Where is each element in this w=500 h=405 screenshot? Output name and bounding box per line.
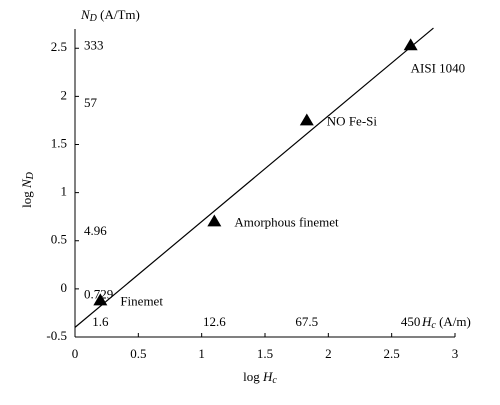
y-tick-label: 2 — [61, 87, 68, 102]
y2-tick-label: 0.729 — [84, 287, 113, 302]
y2-tick-label: 4.96 — [84, 223, 107, 238]
y2-tick-label: 57 — [84, 95, 98, 110]
point-label: Amorphous finemet — [234, 214, 339, 229]
x2-tick-label: 67.5 — [295, 314, 318, 329]
x2-axis-title: Hc (A/m) — [421, 314, 471, 331]
x-axis-title: log Hc — [243, 369, 277, 386]
x-tick-label: 0.5 — [130, 346, 146, 361]
y-tick-label: 0 — [61, 280, 68, 295]
fit-line — [74, 27, 434, 328]
marker — [93, 293, 108, 306]
point-label: NO Fe-Si — [327, 113, 378, 128]
y-tick-label: 0.5 — [51, 232, 67, 247]
x-tick-label: 1.5 — [257, 346, 273, 361]
y2-tick-label: 333 — [84, 37, 104, 52]
point-label: Finemet — [120, 293, 163, 308]
y-axis-title: log ND — [19, 171, 36, 208]
x-tick-label: 1 — [198, 346, 205, 361]
marker — [403, 38, 418, 51]
x2-tick-label: 450 — [401, 314, 421, 329]
y2-axis-title: ND (A/Tm) — [80, 7, 140, 24]
y-tick-label: 2.5 — [51, 39, 67, 54]
x-tick-label: 2 — [325, 346, 332, 361]
marker — [207, 214, 222, 227]
y-tick-label: 1.5 — [51, 135, 67, 150]
x2-tick-label: 1.6 — [92, 314, 109, 329]
y-tick-label: 1 — [61, 184, 68, 199]
x-tick-label: 2.5 — [384, 346, 400, 361]
x-tick-label: 0 — [72, 346, 79, 361]
y-tick-label: -0.5 — [46, 328, 67, 343]
x-tick-label: 3 — [452, 346, 459, 361]
point-label: AISI 1040 — [411, 60, 466, 75]
marker — [299, 113, 314, 126]
x2-tick-label: 12.6 — [203, 314, 226, 329]
